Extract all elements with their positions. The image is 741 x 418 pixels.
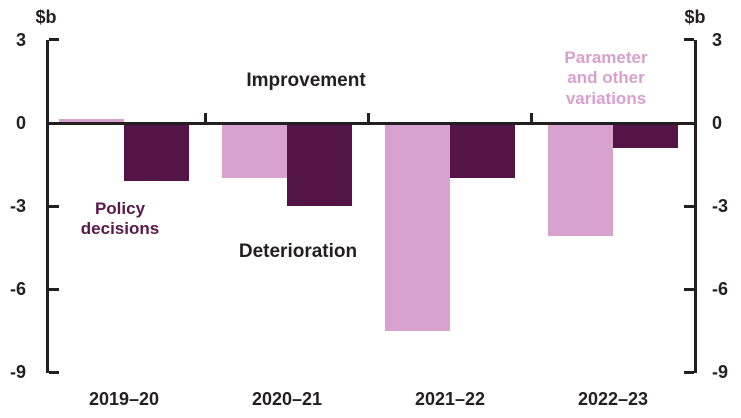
bar-parameter-2022–23 <box>548 123 613 237</box>
y-axis-unit-right: $b <box>684 7 706 27</box>
y-axis-left <box>46 40 49 373</box>
y-tick-left <box>49 204 59 208</box>
y-tick-left <box>49 370 59 374</box>
y-tick-right <box>684 287 694 291</box>
y-tick-label-right: 3 <box>712 29 723 50</box>
y-tick-label-left: 0 <box>15 113 26 133</box>
y-tick-label-right: -9 <box>712 362 729 382</box>
bar-policy-2022–23 <box>613 123 678 148</box>
improvement-label: Improvement <box>246 70 366 91</box>
bar-parameter-2019–20 <box>59 118 124 123</box>
x-boundary-tick <box>367 113 370 122</box>
bar-policy-2019–20 <box>124 123 189 182</box>
y-tick-label-left: 3 <box>15 29 26 50</box>
bar-parameter-2020–21 <box>222 123 287 179</box>
bar-policy-2020–21 <box>287 123 352 206</box>
x-axis-label-2019–20: 2019–20 <box>88 389 160 409</box>
x-boundary-tick <box>204 113 207 122</box>
x-axis-label-2021–22: 2021–22 <box>414 389 486 409</box>
bar-policy-2021–22 <box>450 123 515 179</box>
y-axis-right <box>694 40 697 373</box>
y-tick-label-right: -6 <box>712 279 729 299</box>
y-tick-label-right: 0 <box>712 113 723 133</box>
bar-parameter-2021–22 <box>385 123 450 331</box>
y-tick-label-left: -6 <box>9 279 26 299</box>
y-tick-label-right: -3 <box>712 196 729 216</box>
policy-decisions-label: Policy decisions <box>80 199 160 239</box>
y-tick-label-left: -3 <box>9 196 26 216</box>
y-axis-unit-left: $b <box>35 7 57 27</box>
x-axis-label-2020–21: 2020–21 <box>251 389 323 409</box>
y-tick-left <box>49 38 59 42</box>
y-tick-right <box>684 370 694 374</box>
x-boundary-tick <box>530 113 533 122</box>
y-tick-right <box>684 204 694 208</box>
y-tick-right <box>684 38 694 42</box>
y-tick-label-left: -9 <box>9 362 26 382</box>
y-tick-left <box>49 287 59 291</box>
parameter-variations-label: Parameter and other variations <box>564 48 648 108</box>
deterioration-label: Deterioration <box>238 241 358 262</box>
x-axis-label-2022–23: 2022–23 <box>577 389 649 409</box>
zero-line <box>46 121 697 125</box>
